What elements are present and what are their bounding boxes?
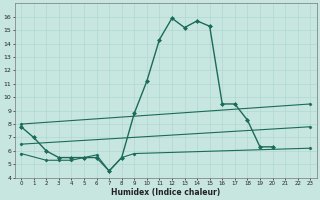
X-axis label: Humidex (Indice chaleur): Humidex (Indice chaleur) <box>111 188 220 197</box>
